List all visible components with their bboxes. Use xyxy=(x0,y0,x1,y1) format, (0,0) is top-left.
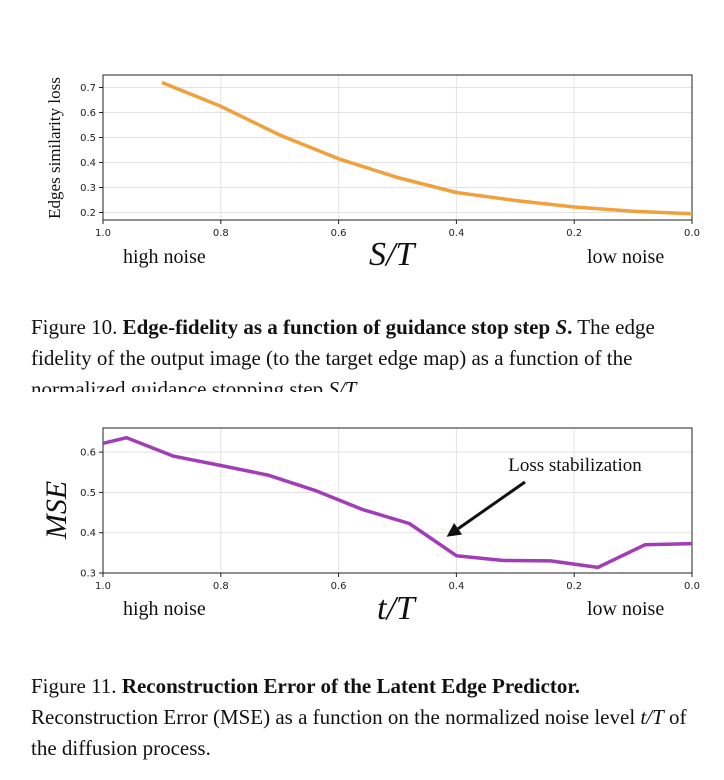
figure11-plot-frame xyxy=(102,427,693,574)
chart11-y-tick-label: 0.6 xyxy=(80,448,96,459)
chart10-x-tick-label: 0.0 xyxy=(684,228,700,239)
chart10-y-tick-label: 0.2 xyxy=(80,208,96,219)
figure10-x-axis-label: S/T xyxy=(369,236,415,273)
figure11-high-noise-label: high noise xyxy=(123,598,206,620)
figure11-grid xyxy=(102,428,693,574)
chart10-x-tick-label: 0.8 xyxy=(213,228,229,239)
chart10-y-tick-label: 0.6 xyxy=(80,108,96,119)
chart11-x-tick-label: 0.0 xyxy=(684,581,700,592)
chart10-y-tick-label: 0.5 xyxy=(80,133,96,144)
chart11-x-tick-label: 0.2 xyxy=(566,581,582,592)
chart10-x-tick-label: 0.2 xyxy=(566,228,582,239)
figure11-annotation-arrowhead xyxy=(446,522,463,537)
figure10-caption-number: Figure 10. xyxy=(31,315,118,339)
chart11-y-tick-label: 0.3 xyxy=(80,569,96,580)
figure11-series-line xyxy=(102,435,693,570)
figure11-caption: Figure 11. Reconstruction Error of the L… xyxy=(31,671,711,764)
chart11-y-tick-label: 0.5 xyxy=(80,488,96,499)
figure11-y-axis-label: MSE xyxy=(40,481,73,540)
figure10-plot-frame xyxy=(102,74,693,221)
chart10-y-tick-label: 0.7 xyxy=(80,83,96,94)
chart10-x-tick-label: 0.4 xyxy=(448,228,464,239)
figure11-y-ticks: 0.3 0.4 0.5 0.6 xyxy=(80,448,103,580)
figure10-low-noise-label: low noise xyxy=(587,246,665,268)
figure10-series-line xyxy=(161,80,693,216)
figure11-x-axis-label: t/T xyxy=(377,590,415,627)
figure11-annotation-arrow xyxy=(457,480,526,530)
figure10-y-ticks: 0.2 0.3 0.4 0.5 0.6 0.7 xyxy=(80,83,103,219)
figure10-grid xyxy=(102,75,693,220)
chart10-x-tick-label: 1.0 xyxy=(95,228,111,239)
figure11-annotation: Loss stabilization xyxy=(508,455,642,476)
chart11-x-tick-label: 0.4 xyxy=(448,581,464,592)
chart11-x-tick-label: 0.8 xyxy=(213,581,229,592)
figure11-x-ticks: 1.0 0.8 0.6 0.4 0.2 0.0 xyxy=(95,573,700,592)
chart10-x-tick-label: 0.6 xyxy=(331,228,347,239)
figure10-caption: Figure 10. Edge-fidelity as a function o… xyxy=(31,312,711,392)
chart11-y-tick-label: 0.4 xyxy=(80,528,96,539)
figure10-x-ticks: 1.0 0.8 0.6 0.4 0.2 0.0 xyxy=(95,220,700,239)
figure11-low-noise-label: low noise xyxy=(587,598,665,620)
figure11-caption-number: Figure 11. xyxy=(31,674,117,698)
chart10-y-tick-label: 0.3 xyxy=(80,183,96,194)
figure10-caption-body: The edge fidelity of the output image (t… xyxy=(31,315,655,392)
chart10-y-tick-label: 0.4 xyxy=(80,158,96,169)
chart11-x-tick-label: 0.6 xyxy=(331,581,347,592)
chart11-x-tick-label: 1.0 xyxy=(95,581,111,592)
figure10-chart: 0.2 0.3 0.4 0.5 0.6 0.7 1.0 0.8 0.6 0.4 0.2 0.0 Ed… xyxy=(45,74,700,239)
figure10-caption-title: Edge-fidelity as a function of guidance … xyxy=(122,315,573,339)
figure10-y-axis-label: Edges similarity loss xyxy=(45,77,64,219)
figure11-caption-body: Reconstruction Error (MSE) as a function… xyxy=(31,705,687,760)
figure10-high-noise-label: high noise xyxy=(123,246,206,268)
figure11-caption-title: Reconstruction Error of the Latent Edge … xyxy=(121,674,581,698)
figure11-chart: 0.3 0.4 0.5 0.6 1.0 0.8 0.6 0.4 0.2 0.0 Loss sta… xyxy=(40,427,700,592)
